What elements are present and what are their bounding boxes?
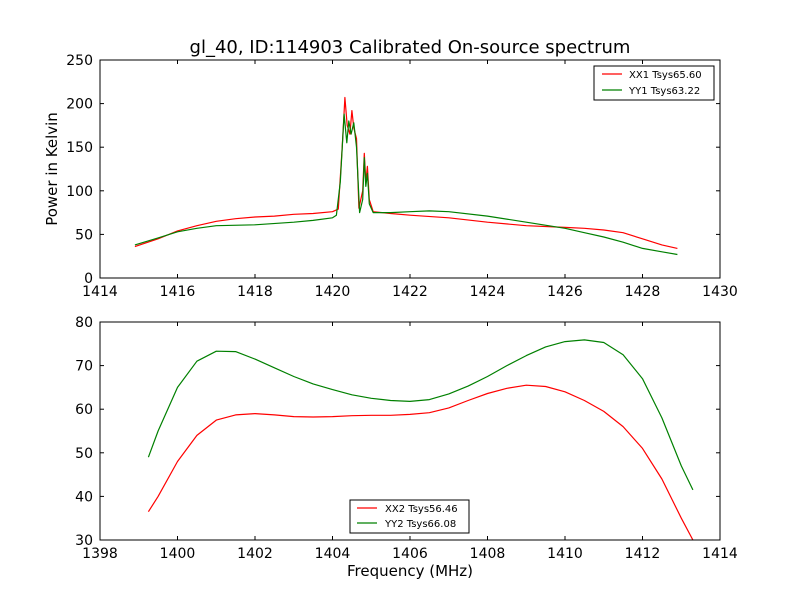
top-y-tick-label: 200 xyxy=(66,97,93,113)
bottom-series-line-1 xyxy=(147,384,694,541)
top-legend-box xyxy=(593,65,715,101)
bottom-x-tick-label: 1404 xyxy=(315,546,351,562)
top-y-tick-label: 250 xyxy=(66,53,93,69)
top-legend-label-xx1: XX1 Tsys65.60 xyxy=(629,70,702,81)
bottom-y-tick-label: 30 xyxy=(75,533,93,549)
bottom-x-tick-label: 1410 xyxy=(547,546,583,562)
top-x-tick-label: 1430 xyxy=(702,284,738,300)
top-y-tick-label: 0 xyxy=(84,271,93,287)
top-legend-label-yy1: YY1 Tsys63.22 xyxy=(628,86,700,97)
top-y-tick-label: 150 xyxy=(66,140,93,156)
bottom-legend: XX2 Tsys56.46 YY2 Tsys66.08 xyxy=(349,499,470,534)
bottom-y-tick-label: 80 xyxy=(75,315,93,331)
top-series-line-2 xyxy=(134,113,678,256)
top-x-tick-label: 1426 xyxy=(547,284,583,300)
bottom-x-tick-label: 1408 xyxy=(470,546,506,562)
bottom-legend-label-xx2: XX2 Tsys56.46 xyxy=(385,504,458,515)
bottom-legend-box xyxy=(349,499,470,534)
bottom-x-axis-label: Frequency (MHz) xyxy=(347,562,473,580)
top-x-tick-label: 1428 xyxy=(625,284,661,300)
top-y-axis-label: Power in Kelvin xyxy=(43,112,61,226)
bottom-x-tick-label: 1402 xyxy=(237,546,273,562)
top-x-tick-label: 1422 xyxy=(392,284,428,300)
top-x-tick-label: 1424 xyxy=(470,284,506,300)
bottom-plot-area: 1398 1400 1402 1404 1406 1408 1410 1412 1414 30 40… xyxy=(75,315,738,562)
top-chart-title: gl_40, ID:114903 Calibrated On-source sp… xyxy=(190,37,631,58)
bottom-y-tick-label: 40 xyxy=(75,489,93,505)
bottom-x-tick-label: 1400 xyxy=(160,546,196,562)
top-x-tick-label: 1414 xyxy=(82,284,118,300)
top-x-tick-label: 1420 xyxy=(315,284,351,300)
top-chart: gl_40, ID:114903 Calibrated On-source sp… xyxy=(43,37,738,300)
bottom-y-tick-label: 50 xyxy=(75,446,93,462)
bottom-series-line-2 xyxy=(147,339,694,491)
bottom-y-tick-label: 60 xyxy=(75,402,93,418)
top-y-tick-label: 100 xyxy=(66,184,93,200)
top-y-tick-label: 50 xyxy=(75,227,93,243)
top-x-tick-label: 1416 xyxy=(160,284,196,300)
bottom-chart: Frequency (MHz) 1398 1400 1402 1404 1406 1408… xyxy=(75,315,738,580)
bottom-x-tick-label: 1406 xyxy=(392,546,428,562)
top-plot-area: 1414 1416 1418 1420 1422 1424 1426 1428 1430 0 50 1… xyxy=(66,53,738,300)
bottom-x-tick-label: 1414 xyxy=(702,546,738,562)
bottom-y-tick-label: 70 xyxy=(75,359,93,375)
bottom-x-tick-label: 1412 xyxy=(625,546,661,562)
top-legend: XX1 Tsys65.60 YY1 Tsys63.22 xyxy=(593,65,715,101)
top-x-tick-label: 1418 xyxy=(237,284,273,300)
bottom-x-tick-label: 1398 xyxy=(82,546,118,562)
bottom-legend-label-yy2: YY2 Tsys66.08 xyxy=(384,519,456,530)
